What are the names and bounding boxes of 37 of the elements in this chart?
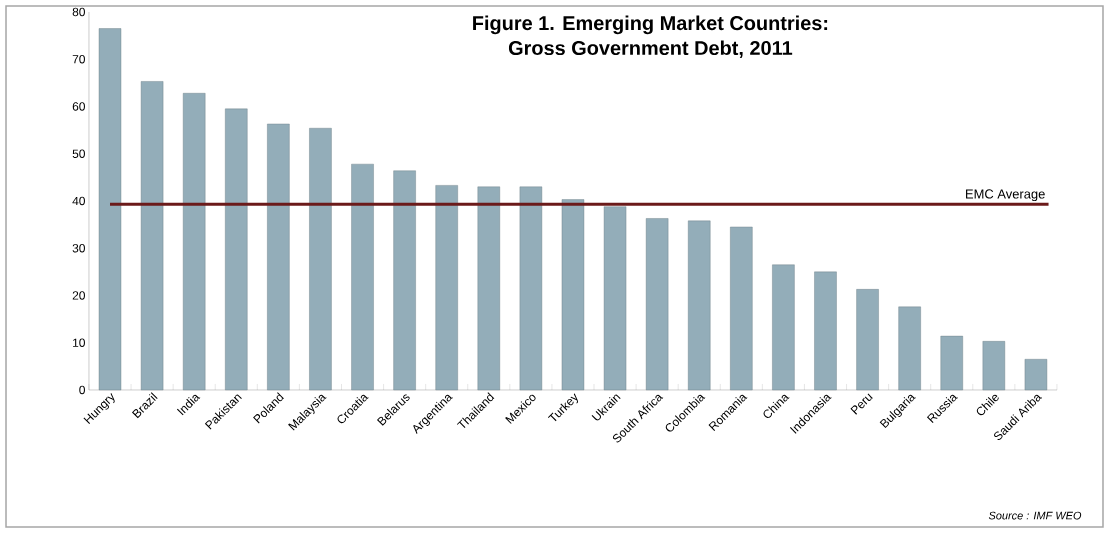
- bar: [1024, 359, 1048, 391]
- source-note: Source : IMF WEO: [988, 511, 1082, 520]
- bar: [814, 271, 837, 391]
- bar: [982, 341, 1006, 391]
- bar: [98, 28, 122, 391]
- bar: [225, 108, 248, 391]
- bar: [477, 186, 500, 391]
- bar: [898, 306, 921, 391]
- y-tick-label: 10: [73, 338, 85, 347]
- bar: [435, 185, 458, 391]
- bar: [730, 226, 753, 391]
- y-tick-label: 50: [72, 149, 85, 158]
- bar: [688, 220, 711, 391]
- bar: [603, 206, 627, 391]
- x-tick-label: India: [176, 394, 201, 416]
- bar: [182, 93, 206, 391]
- ref-line-label: EMC Average: [966, 189, 1045, 202]
- bar: [645, 218, 669, 391]
- text: Figure 1. Emerging Market Countries: Gross Government Debt, 2011: [473, 15, 828, 58]
- y-tick-label: 20: [72, 291, 85, 300]
- y-tick-label: 60: [72, 102, 85, 111]
- bar: [856, 289, 879, 391]
- bar: [393, 170, 416, 391]
- bar: [140, 81, 164, 391]
- y-tick-label: 40: [72, 196, 85, 206]
- bar: [309, 128, 332, 391]
- bar: [267, 123, 290, 391]
- y-tick-label: 70: [72, 55, 85, 64]
- x-tick-label: Chile: [976, 394, 999, 416]
- bar: [351, 163, 374, 391]
- y-tick-label: 0: [79, 385, 85, 395]
- bar: [940, 335, 963, 391]
- bar: [561, 199, 585, 391]
- y-tick-label: 80: [72, 7, 85, 17]
- bar: [772, 264, 795, 391]
- y-tick-label: 30: [72, 244, 85, 253]
- bar: [519, 186, 543, 391]
